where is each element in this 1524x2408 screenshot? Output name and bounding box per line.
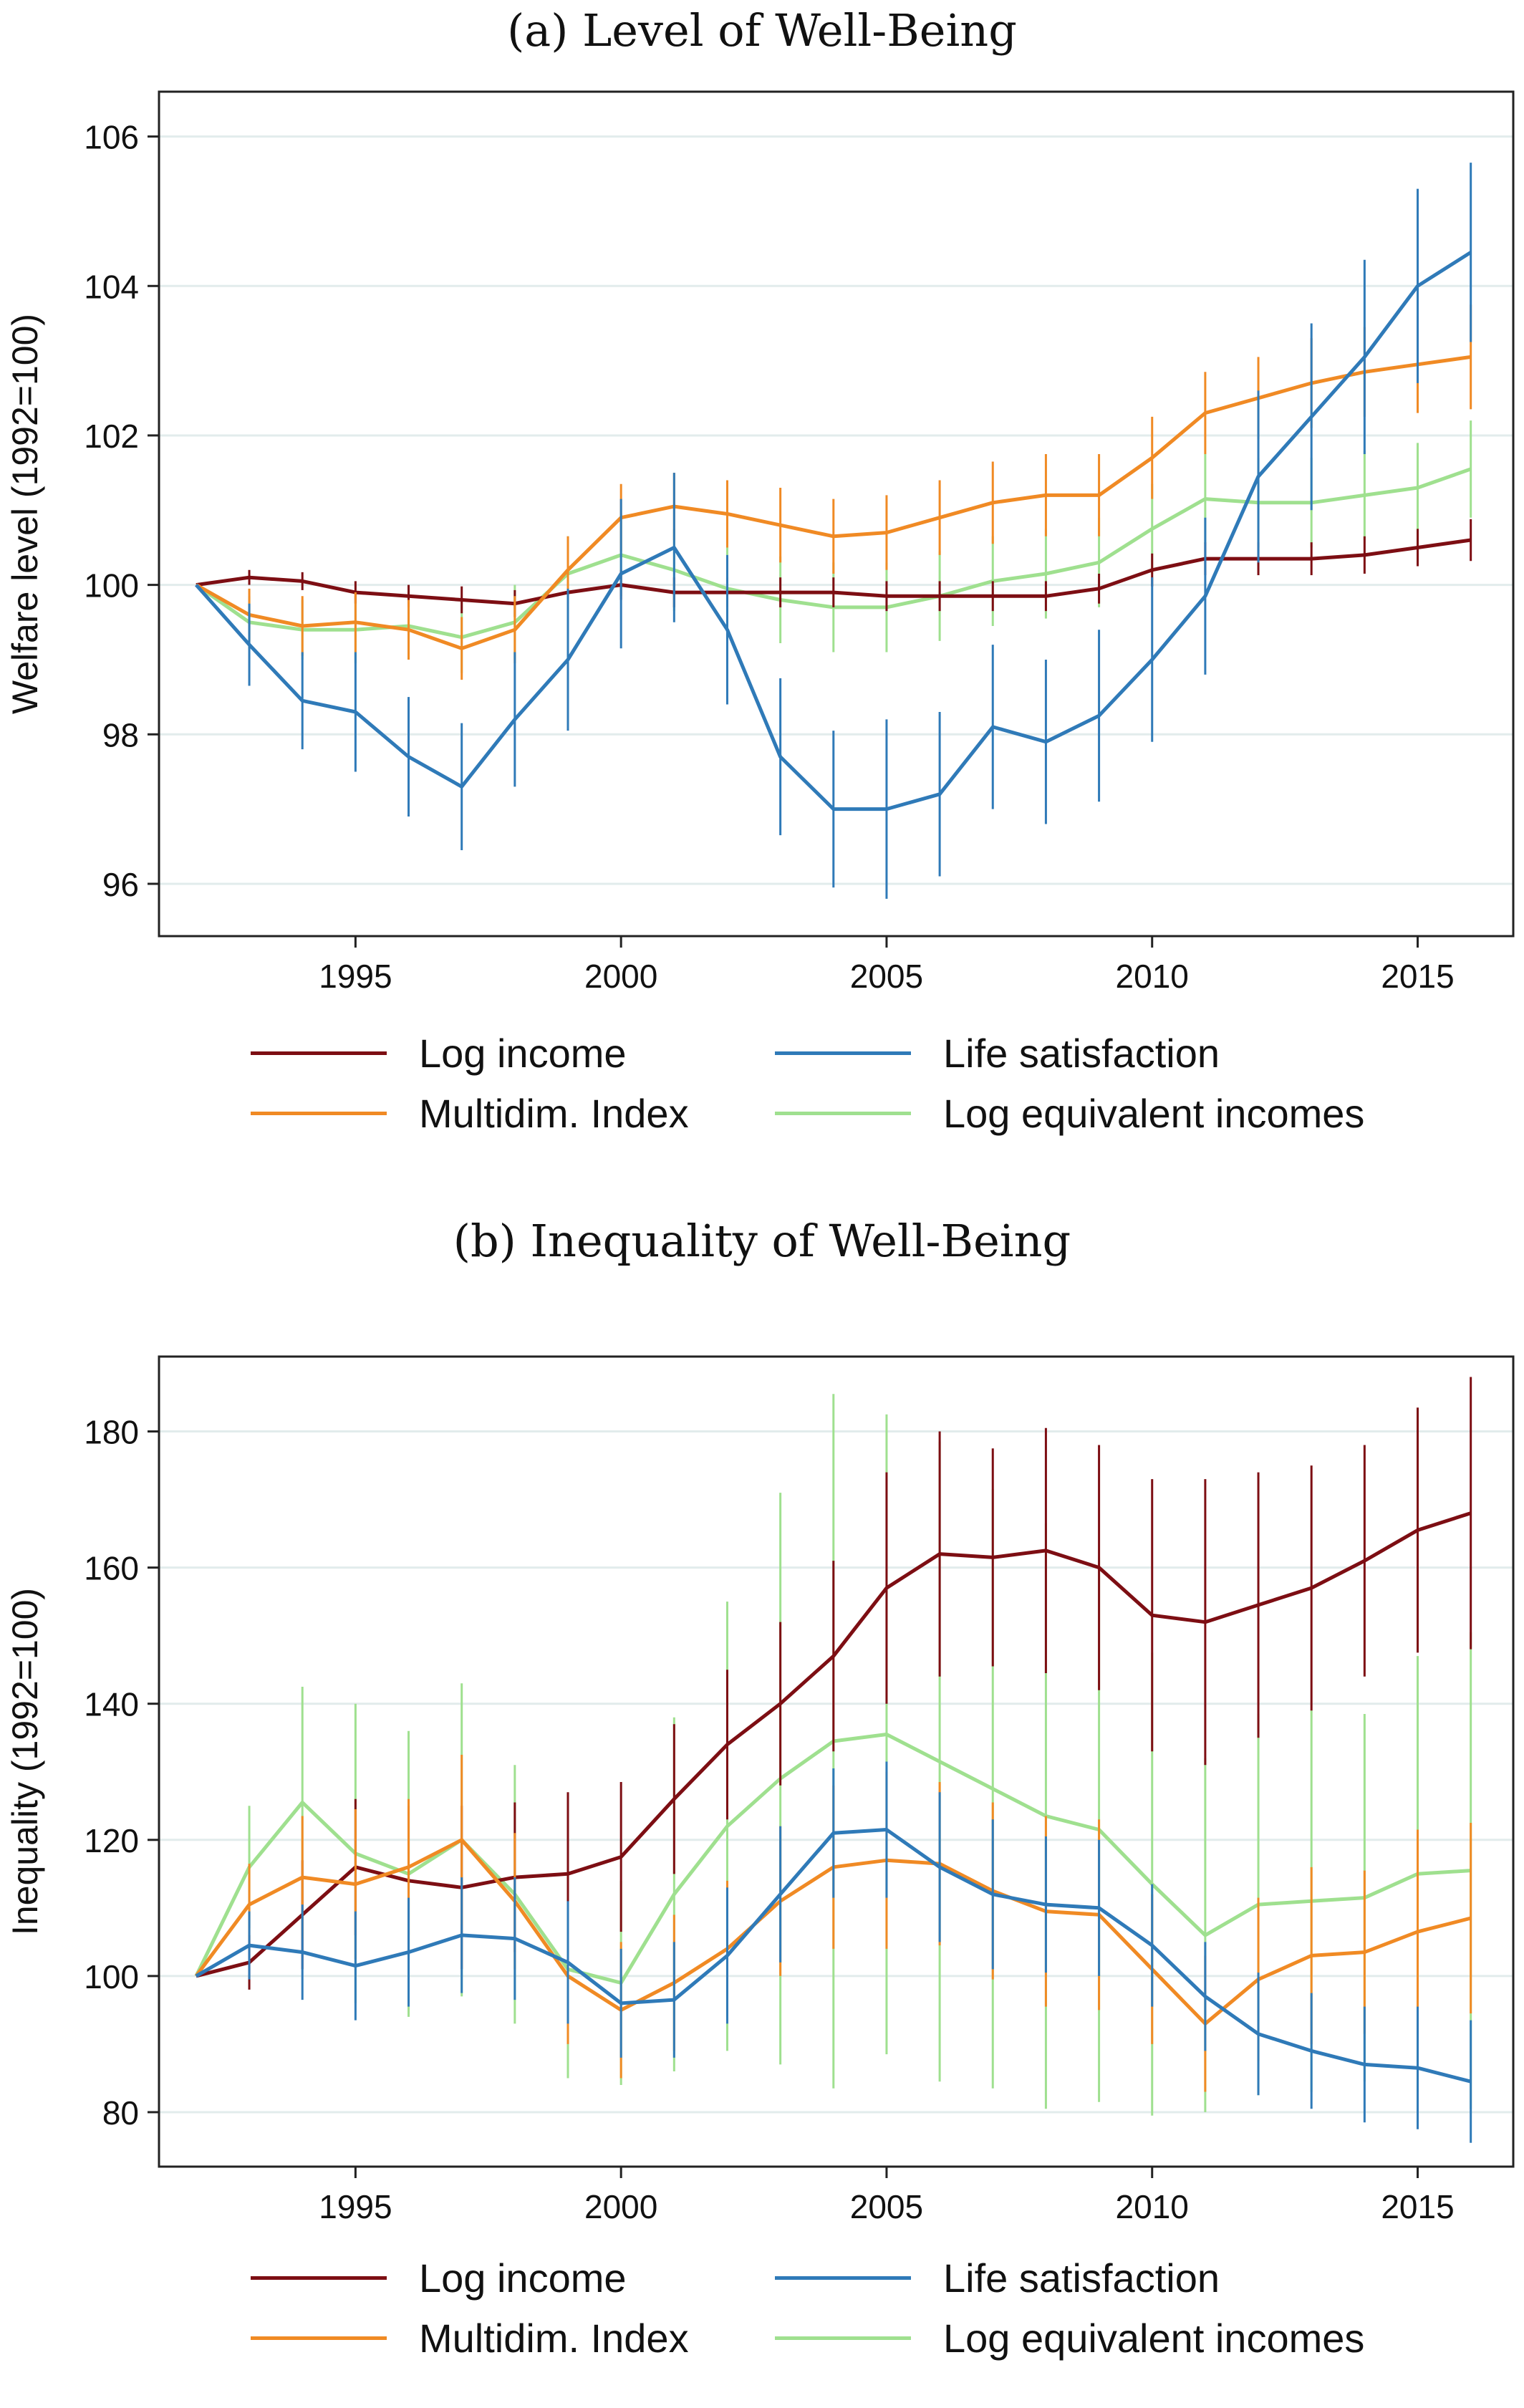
series-log-equivalent-incomes: [194, 1394, 1472, 2116]
legend-item: Log income: [251, 2249, 627, 2306]
x-tick-label: 2005: [850, 2188, 923, 2225]
series-life-satisfaction: [195, 1761, 1472, 2143]
x-tick-label: 2005: [850, 958, 923, 995]
legend-item: Multidim. Index: [251, 2309, 689, 2366]
legend-label: Life satisfaction: [943, 2255, 1220, 2301]
series-line: [195, 1828, 1472, 2084]
y-axis-label: Inequality (1992=100): [5, 1588, 45, 1935]
legend-label: Life satisfaction: [943, 1030, 1220, 1076]
legend-item: Multidim. Index: [251, 1084, 689, 1142]
y-tick-label: 96: [102, 866, 139, 903]
legend-label: Log income: [419, 2255, 627, 2301]
y-axis-label: Welfare level (1992=100): [5, 314, 45, 714]
legend-item: Log equivalent incomes: [775, 1084, 1364, 1142]
y-tick-label: 160: [84, 1550, 139, 1587]
chart-a-title: (a) Level of Well-Being: [507, 4, 1017, 57]
x-tick-label: 1995: [319, 958, 392, 995]
x-tick-label: 2010: [1116, 958, 1189, 995]
chart-a-plot: 96 98 100 102 104 106 1995 2000 2005 2010 2015 Welf…: [5, 90, 1515, 995]
legend-label: Log income: [419, 1030, 627, 1076]
legend-swatch: [251, 2336, 387, 2340]
plot-frame: [158, 90, 1515, 938]
legend-swatch: [775, 2336, 911, 2340]
panel-a: (a) Level of Well-Being 96 98 100 102 104 106…: [5, 4, 1515, 1160]
y-tick-label: 120: [84, 1822, 139, 1859]
legend-swatch: [775, 2275, 911, 2280]
series-life-satisfaction: [195, 163, 1472, 899]
chart-a-legend: Log income Multidim. Index Life satisfac…: [251, 1024, 1468, 1160]
legend-swatch: [775, 1111, 911, 1115]
legend-item: Log equivalent incomes: [775, 2309, 1364, 2366]
legend-label: Multidim. Index: [419, 2315, 689, 2361]
legend-swatch: [775, 1051, 911, 1055]
y-tick-label: 104: [84, 268, 139, 305]
x-tick-label: 2000: [584, 958, 657, 995]
plot-frame: [158, 1355, 1515, 2168]
series-line: [195, 251, 1472, 812]
legend-label: Log equivalent incomes: [943, 2315, 1365, 2361]
y-tick-label: 180: [84, 1414, 139, 1451]
panel-b: (b) Inequality of Well-Being 80 100 120 140…: [0, 1210, 1524, 2408]
x-tick-label: 1995: [319, 2188, 392, 2225]
x-tick-label: 2010: [1116, 2188, 1189, 2225]
chart-b-title: (b) Inequality of Well-Being: [453, 1215, 1071, 1267]
y-tick-label: 80: [102, 2094, 139, 2132]
y-tick-label: 100: [84, 567, 139, 605]
chart-b-legend: Log income Multidim. Index Life satisfac…: [251, 2249, 1468, 2385]
x-tick-label: 2015: [1381, 2188, 1454, 2225]
legend-label: Log equivalent incomes: [943, 1090, 1365, 1136]
legend-item: Log income: [251, 1024, 627, 1082]
x-tick-label: 2015: [1381, 958, 1454, 995]
legend-item: Life satisfaction: [775, 1024, 1220, 1082]
y-tick-label: 102: [84, 418, 139, 455]
legend-swatch: [251, 1111, 387, 1115]
legend-item: Life satisfaction: [775, 2249, 1220, 2306]
chart-b-plot: 80 100 120 140 160 180 1995 2000 2005 2010 2015 Ine…: [5, 1355, 1515, 2225]
legend-swatch: [251, 2275, 387, 2280]
y-tick-label: 106: [84, 119, 139, 156]
legend-label: Multidim. Index: [419, 1090, 689, 1136]
y-tick-label: 100: [84, 1958, 139, 1995]
x-tick-label: 2000: [584, 2188, 657, 2225]
y-tick-label: 140: [84, 1686, 139, 1723]
y-tick-label: 98: [102, 716, 139, 753]
legend-swatch: [251, 1051, 387, 1055]
